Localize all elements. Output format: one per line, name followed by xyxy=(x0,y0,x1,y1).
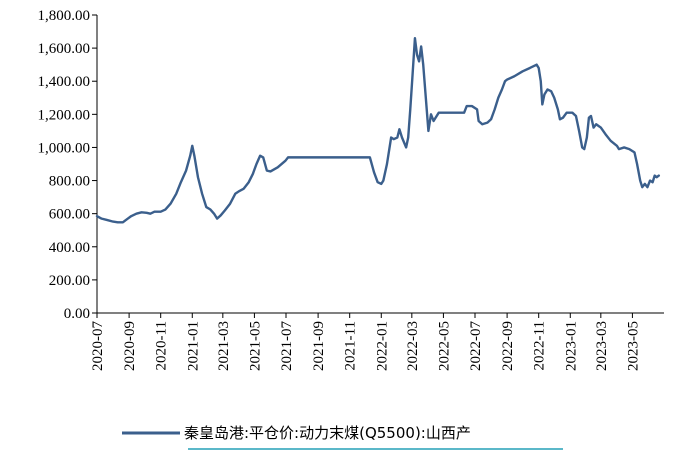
y-tick-label: 1,400.00 xyxy=(38,74,91,90)
legend-label: 秦皇岛港:平仓价:动力末煤(Q5500):山西产 xyxy=(184,424,471,442)
x-tick-label: 2021-01 xyxy=(185,321,201,371)
y-tick-label: 200.00 xyxy=(49,273,90,289)
x-tick-label: 2022-11 xyxy=(532,321,548,370)
y-tick-label: 1,600.00 xyxy=(38,41,91,57)
x-tick-label: 2023-01 xyxy=(563,321,579,371)
series-line-0 xyxy=(95,36,661,224)
x-tick-label: 2020-09 xyxy=(122,321,138,371)
x-tick-label: 2021-05 xyxy=(247,321,263,371)
x-axis: 2020-07 2020-09 2020-11 2021-01 2021-03 2021-… xyxy=(90,312,664,371)
x-tick-label: 2022-03 xyxy=(405,321,421,371)
x-tick-label: 2023-05 xyxy=(625,321,641,371)
legend: 秦皇岛港:平仓价:动力末煤(Q5500):山西产 xyxy=(122,424,563,450)
x-tick-label: 2022-09 xyxy=(500,321,516,371)
x-tick-label: 2022-05 xyxy=(436,321,452,371)
x-tick-label: 2020-11 xyxy=(154,321,170,370)
x-tick-label: 2021-03 xyxy=(216,321,232,371)
y-tick-label: 1,800.00 xyxy=(38,8,91,24)
x-tick-label: 2020-07 xyxy=(90,321,106,371)
y-tick-label: 800.00 xyxy=(49,174,90,190)
x-tick-label: 2021-11 xyxy=(343,321,359,370)
x-tick-label: 2021-07 xyxy=(279,321,295,371)
x-tick-label: 2022-07 xyxy=(468,321,484,371)
x-tick-label: 2021-09 xyxy=(311,321,327,371)
y-tick-label: 1,200.00 xyxy=(38,107,91,123)
x-tick-label: 2023-03 xyxy=(594,321,610,371)
y-tick-label: 400.00 xyxy=(49,240,90,256)
plot-area xyxy=(95,36,661,224)
y-axis: 0.00 200.00 400.00 600.00 800.00 1,000.00 1,20… xyxy=(38,8,98,322)
y-tick-label: 0.00 xyxy=(64,306,90,322)
y-tick-label: 600.00 xyxy=(49,207,90,223)
y-tick-label: 1,000.00 xyxy=(38,140,91,156)
x-tick-label: 2022-01 xyxy=(374,321,390,371)
